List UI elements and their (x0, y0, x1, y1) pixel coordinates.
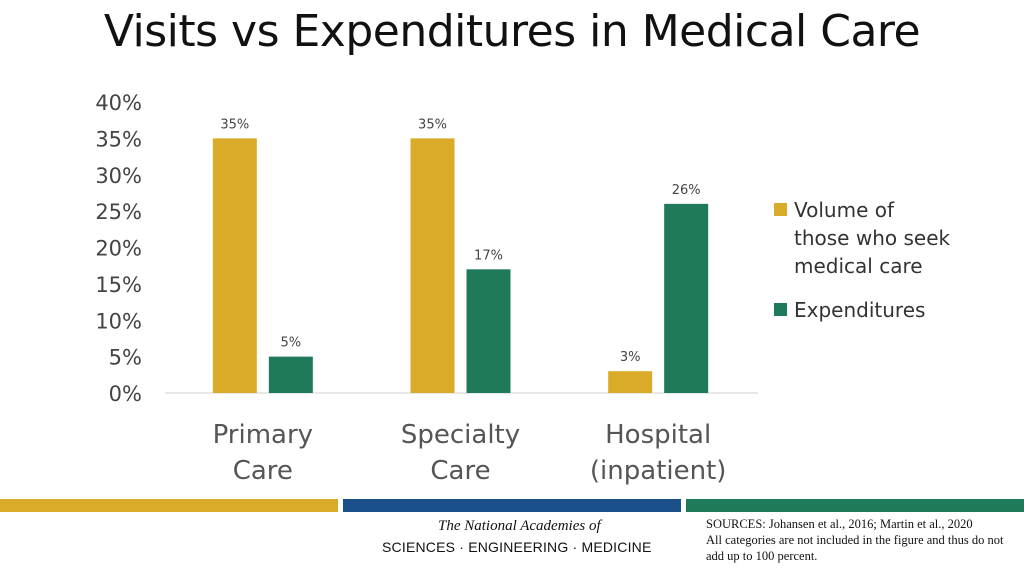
y-tick-label: 35% (95, 127, 142, 151)
y-tick-label: 5% (109, 346, 142, 370)
y-tick-label: 40% (95, 91, 142, 115)
logo-line-2: SCIENCES · ENGINEERING · MEDICINE (382, 539, 652, 555)
sources-citation: SOURCES: Johansen et al., 2016; Martin e… (706, 517, 973, 531)
data-label: 3% (620, 350, 641, 365)
y-tick-label: 25% (95, 200, 142, 224)
bar-expenditures (664, 203, 709, 393)
footer-stripe-green (686, 499, 1024, 512)
y-tick-label: 10% (95, 309, 142, 333)
y-tick-label: 20% (95, 237, 142, 261)
x-tick-label: Care (430, 456, 490, 486)
legend-swatch-expenditures (774, 303, 787, 316)
footer-stripe-blue (343, 499, 681, 512)
legend-item-expenditures: Expenditures (774, 296, 1014, 324)
bar-volume (212, 138, 257, 393)
bar-volume (608, 371, 653, 393)
data-label: 35% (220, 117, 249, 132)
logo-line-1: The National Academies of (438, 518, 601, 534)
legend-item-volume: Volume of those who seek medical care (774, 196, 1014, 280)
bar-chart: 40% 35% 30% 25% 20% 15% 10% 5% 0% 35% 5% Primary Car… (95, 91, 758, 486)
footer-stripe-gold (0, 499, 338, 512)
legend-label-volume-line1: Volume of (794, 198, 895, 222)
y-tick-label: 15% (95, 273, 142, 297)
nasem-logo: The National Academies of SCIENCES · ENG… (382, 518, 682, 555)
legend-label-volume-line2: those who seek (794, 226, 951, 250)
x-tick-label: Primary (213, 420, 313, 450)
x-tick-label: Care (233, 456, 293, 486)
data-label: 35% (418, 117, 447, 132)
sources-disclaimer: All categories are not included in the f… (706, 533, 1004, 563)
y-tick-label: 30% (95, 164, 142, 188)
y-tick-label: 0% (109, 382, 142, 406)
x-tick-label: Specialty (401, 420, 520, 450)
data-label: 17% (474, 248, 503, 263)
data-label: 5% (281, 336, 302, 351)
sources-note: SOURCES: Johansen et al., 2016; Martin e… (706, 516, 1018, 564)
bar-expenditures (466, 269, 511, 393)
bar-volume (410, 138, 455, 393)
x-tick-label: (inpatient) (590, 456, 727, 486)
x-tick-label: Hospital (605, 420, 711, 450)
bar-expenditures (268, 356, 313, 393)
legend-label-volume-line3: medical care (794, 254, 923, 278)
legend: Volume of those who seek medical care Ex… (774, 196, 1014, 340)
chart-title: Visits vs Expenditures in Medical Care (103, 6, 921, 57)
legend-swatch-volume (774, 203, 787, 216)
data-label: 26% (672, 183, 701, 198)
legend-label-expenditures: Expenditures (794, 298, 926, 322)
